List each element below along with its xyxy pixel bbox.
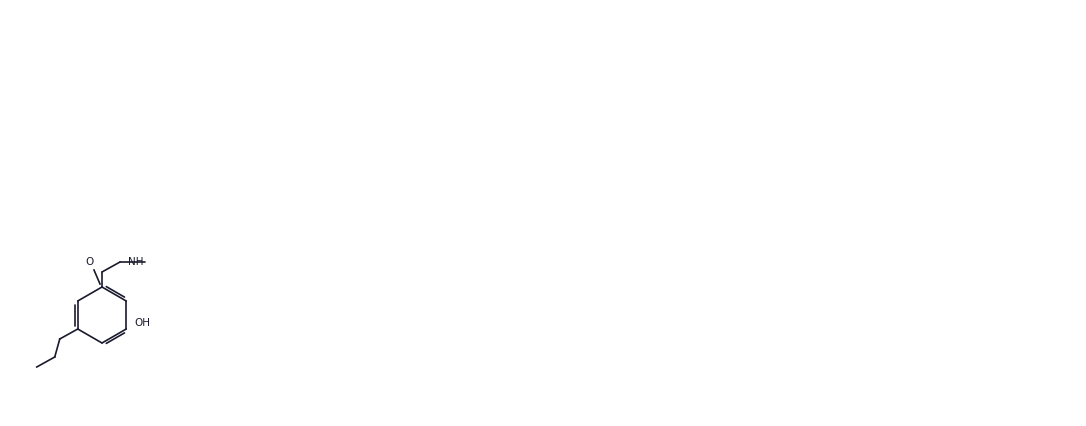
Text: OH: OH [134,318,150,328]
Text: O: O [86,257,94,267]
Text: NH: NH [128,257,143,267]
